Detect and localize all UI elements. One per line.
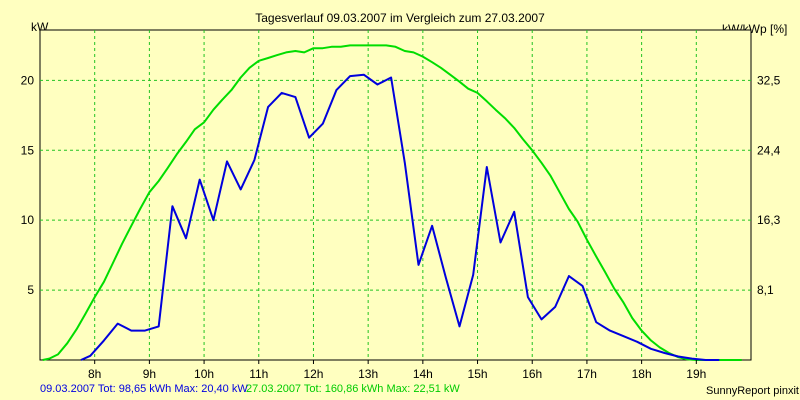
x-tick-label: 18h bbox=[632, 367, 652, 381]
series-line-1 bbox=[80, 73, 720, 361]
x-tick-label: 14h bbox=[413, 367, 433, 381]
y-tick-label-left: 5 bbox=[27, 283, 34, 297]
y-tick-label-left: 20 bbox=[21, 73, 35, 87]
x-tick-label: 11h bbox=[249, 367, 268, 381]
legend-series-1: 09.03.2007 Tot: 98,65 kWh Max: 20,40 kW bbox=[40, 383, 248, 395]
x-tick-label: 13h bbox=[358, 367, 378, 381]
y-tick-label-right: 8,1 bbox=[757, 283, 774, 297]
series-layer bbox=[42, 44, 742, 361]
y-tick-label-left: 10 bbox=[21, 213, 35, 227]
x-tick-label: 10h bbox=[194, 367, 214, 381]
legend-series-2: 27.03.2007 Tot: 160,86 kWh Max: 22,51 kW bbox=[246, 383, 460, 395]
y-tick-label-right: 24,4 bbox=[757, 143, 781, 157]
x-tick-label: 8h bbox=[88, 367, 101, 381]
plot-frame bbox=[39, 29, 752, 361]
y-tick-label-left: 15 bbox=[21, 143, 35, 157]
series-line-2 bbox=[42, 44, 742, 361]
y-tick-label-right: 32,5 bbox=[757, 73, 781, 87]
grid bbox=[40, 30, 751, 360]
chart-title: Tagesverlauf 09.03.2007 im Vergleich zum… bbox=[255, 11, 545, 25]
y-tick-label-right: 16,3 bbox=[757, 213, 781, 227]
axis-labels: 8h 9h 10h 11h 12h 13h 14h 15h 16h 17h 18h 19h 5 8,1 10… bbox=[21, 73, 781, 381]
x-tick-label: 12h bbox=[303, 367, 323, 381]
x-tick-label: 9h bbox=[143, 367, 156, 381]
x-tick-label: 17h bbox=[577, 367, 597, 381]
x-tick-label: 19h bbox=[686, 367, 706, 381]
x-tick-label: 16h bbox=[522, 367, 542, 381]
credit-text: SunnyReport pinxit bbox=[706, 385, 799, 397]
x-tick-label: 15h bbox=[468, 367, 488, 381]
